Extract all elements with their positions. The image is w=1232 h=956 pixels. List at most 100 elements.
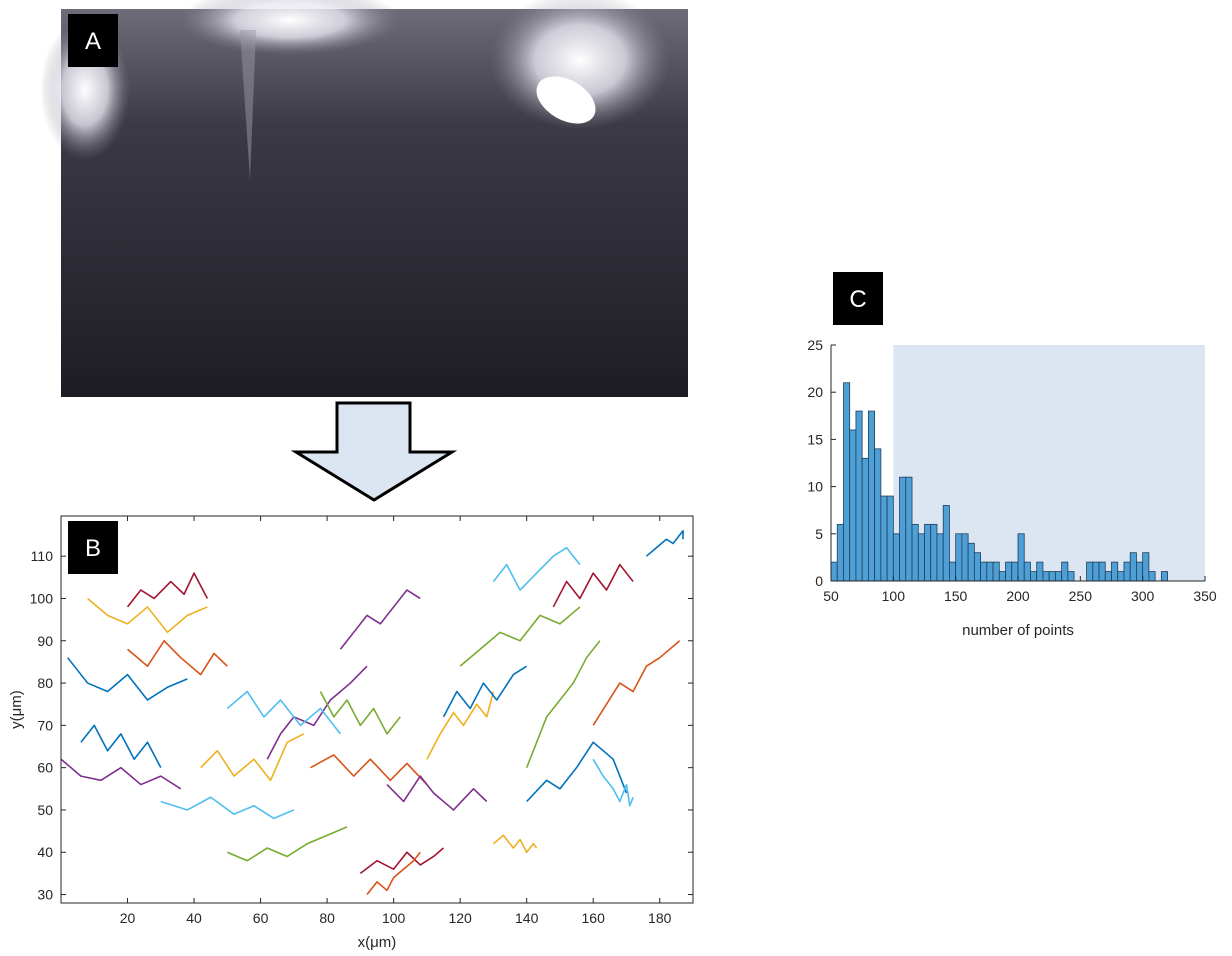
bar — [1129, 552, 1137, 582]
trajectory — [61, 758, 182, 790]
x-tick-label: 150 — [944, 588, 968, 604]
y-tick-label: 25 — [807, 337, 823, 353]
bar — [1030, 571, 1038, 582]
y-tick-label: 80 — [37, 675, 53, 691]
arrow — [290, 401, 458, 502]
bar — [1055, 571, 1063, 582]
x-tick-label: 40 — [186, 910, 202, 926]
trajectory — [310, 754, 428, 786]
y-tick-label: 70 — [37, 717, 53, 733]
trajectory — [386, 775, 488, 811]
trajectory — [227, 826, 348, 862]
bar — [1123, 561, 1131, 582]
x-axis-label: x(μm) — [358, 934, 397, 951]
trajectory — [442, 665, 528, 718]
bar — [924, 523, 932, 582]
bar — [992, 561, 1000, 582]
bar — [1017, 533, 1025, 582]
photo — [40, 0, 688, 397]
trajectory — [87, 597, 208, 634]
trajectory — [592, 640, 681, 726]
panel-label-box — [833, 272, 883, 325]
y-tick-label: 5 — [815, 526, 823, 542]
bar — [1136, 561, 1144, 582]
x-tick-label: 300 — [1131, 588, 1155, 604]
y-tick-label: 40 — [37, 844, 53, 860]
bar — [830, 561, 838, 582]
bar — [1098, 561, 1106, 582]
trajectory — [67, 657, 188, 701]
bar — [849, 429, 857, 582]
bar — [1092, 561, 1100, 582]
y-tick-label: 0 — [815, 573, 823, 589]
bar — [930, 523, 938, 582]
trajectory — [126, 572, 209, 608]
trajectory — [200, 733, 305, 782]
x-tick-label: 180 — [648, 910, 672, 926]
y-tick-label: 90 — [37, 633, 53, 649]
bar — [998, 571, 1006, 582]
bar — [967, 542, 975, 582]
trajectory — [160, 796, 295, 820]
bar — [955, 533, 963, 582]
bar — [1067, 571, 1075, 582]
x-tick-label: 80 — [319, 910, 335, 926]
bar — [973, 552, 981, 582]
bar — [980, 561, 988, 582]
trajectory — [525, 640, 601, 768]
bar — [899, 476, 907, 582]
x-tick-label: 350 — [1193, 588, 1217, 604]
x-tick-label: 120 — [448, 910, 472, 926]
y-tick-label: 15 — [807, 431, 823, 447]
trajectory — [127, 639, 228, 676]
trajectory — [339, 589, 421, 650]
panel-label: A — [85, 28, 101, 55]
bar — [1061, 561, 1069, 582]
bar — [1036, 561, 1044, 582]
bar — [868, 410, 876, 582]
y-axis-label: y(μm) — [8, 690, 25, 729]
bar — [892, 533, 900, 582]
trajectory — [552, 563, 634, 608]
x-tick-label: 60 — [253, 910, 269, 926]
x-tick-label: 100 — [382, 910, 406, 926]
x-tick-label: 200 — [1006, 588, 1030, 604]
trajectory — [226, 690, 342, 735]
bar — [1023, 561, 1031, 582]
y-tick-label: 20 — [807, 384, 823, 400]
trajectory — [492, 546, 581, 591]
trajectory — [319, 691, 401, 735]
trajectory — [592, 758, 634, 807]
y-tick-label: 30 — [37, 887, 53, 903]
x-tick-label: 250 — [1069, 588, 1093, 604]
bar — [905, 476, 913, 582]
bar — [986, 561, 994, 582]
bar — [911, 523, 919, 582]
histogram-chart: 50 100 150 200 250 300 350 0 5 10 15 20 25 number of … — [807, 337, 1216, 639]
bar — [1005, 561, 1013, 582]
x-tick-label: 100 — [882, 588, 906, 604]
bar — [1011, 561, 1019, 582]
panel-label-box — [68, 14, 118, 67]
x-tick-label: 140 — [515, 910, 539, 926]
y-tick-label: 100 — [30, 590, 54, 606]
bar — [861, 457, 869, 582]
bar — [1048, 571, 1056, 582]
trajectory — [80, 724, 162, 769]
bar — [961, 533, 969, 582]
bar — [843, 382, 851, 582]
bar — [1148, 571, 1156, 582]
bar — [874, 448, 882, 582]
x-tick-label: 50 — [823, 588, 839, 604]
y-tick-label: 60 — [37, 760, 53, 776]
trajectory — [266, 665, 368, 760]
panel-labels: A B C — [68, 14, 883, 574]
bar — [1142, 552, 1150, 582]
bar — [886, 495, 894, 582]
bar — [942, 505, 950, 582]
x-axis-label: number of points — [962, 622, 1074, 639]
trajectory — [645, 530, 684, 557]
trajectory — [426, 691, 495, 760]
